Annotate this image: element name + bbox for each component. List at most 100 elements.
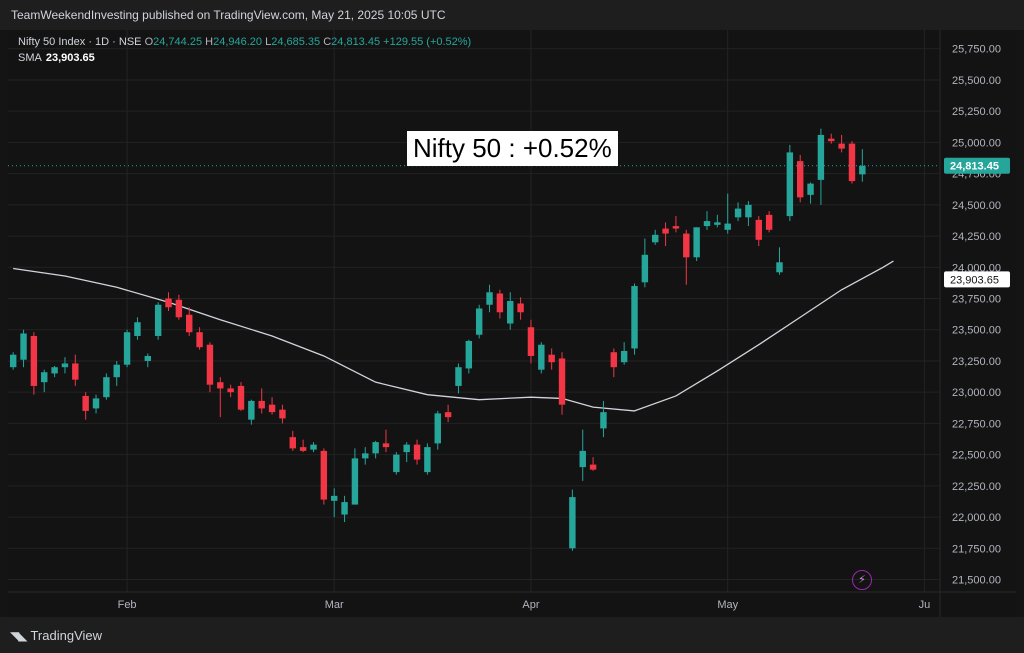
candle-body — [765, 214, 773, 230]
candle-body — [175, 299, 183, 318]
candle-body — [72, 363, 79, 380]
ohlc-legend: Nifty 50 Index · 1D · NSE O24,744.25 H 24… — [18, 36, 471, 48]
x-tick-label: Mar — [325, 599, 344, 611]
x-tick-label: Feb — [118, 599, 137, 611]
candle-body — [9, 354, 17, 368]
candle-body — [662, 228, 669, 234]
candle-body — [341, 502, 348, 515]
candle-body — [786, 152, 794, 217]
candle-body — [123, 332, 131, 365]
candle-body — [393, 454, 400, 473]
candle-body — [237, 385, 245, 410]
y-tick-label: 24,250.00 — [952, 231, 1001, 243]
candle-body — [186, 314, 193, 333]
candle-body — [434, 413, 441, 444]
candle-body — [351, 458, 359, 505]
close-value: 24,813.45 — [331, 36, 381, 48]
candle-body — [103, 377, 110, 398]
candle-body — [403, 444, 410, 453]
y-tick-label: 21,750.00 — [952, 543, 1001, 555]
x-tick-label: Ju — [919, 599, 931, 611]
sma-label: 23,903.65 — [950, 274, 999, 286]
candle-body — [51, 367, 58, 374]
candle-body — [20, 333, 27, 360]
candle-body — [527, 327, 535, 356]
y-tick-label: 23,500.00 — [952, 325, 1001, 337]
candle-body — [475, 308, 483, 335]
candle-body — [196, 332, 203, 348]
y-tick-label: 22,500.00 — [952, 450, 1001, 462]
chart-area[interactable] — [8, 30, 1016, 617]
candle-body — [548, 354, 555, 363]
candle-body — [714, 222, 721, 225]
symbol-name[interactable]: Nifty 50 Index · 1D · NSE — [18, 36, 142, 48]
candle-body — [248, 400, 255, 420]
candle-body — [776, 262, 783, 273]
sma-legend[interactable]: SMA 23,903.65 — [18, 52, 95, 64]
candle-body — [610, 352, 618, 368]
high-label: H — [205, 36, 214, 48]
sma-legend-value: 23,903.65 — [45, 52, 95, 64]
y-tick-label: 24,500.00 — [952, 200, 1001, 212]
candle-body — [382, 443, 390, 448]
y-tick-label: 22,750.00 — [952, 418, 1001, 430]
candle-body — [41, 372, 48, 383]
candle-body — [631, 286, 638, 349]
candle-body — [589, 464, 597, 470]
candle-body — [424, 447, 431, 473]
candle-body — [330, 495, 338, 501]
price-label: 24,813.45 — [950, 161, 999, 173]
y-tick-label: 21,500.00 — [952, 575, 1001, 587]
sma-label: SMA — [18, 52, 42, 64]
candle-body — [372, 442, 379, 454]
header-bar: TeamWeekendInvesting published on Tradin… — [0, 0, 1024, 30]
candle-body — [796, 161, 804, 198]
candle-body — [299, 447, 307, 451]
open-label: O — [144, 36, 154, 48]
candle-body — [227, 388, 234, 393]
candle-body — [724, 223, 731, 230]
candle-body — [289, 437, 296, 449]
footer-bar — [0, 617, 1024, 653]
y-tick-label: 25,250.00 — [952, 106, 1001, 118]
y-tick-label: 24,000.00 — [952, 262, 1001, 274]
x-tick-label: May — [717, 599, 738, 611]
candle-body — [413, 444, 421, 460]
y-tick-label: 22,000.00 — [952, 512, 1001, 524]
candle-body — [807, 183, 814, 195]
candle-body — [496, 293, 504, 313]
candle-body — [558, 358, 566, 405]
low-value: 24,685.35 — [271, 36, 321, 48]
candle-body — [859, 165, 866, 175]
candle-body — [517, 303, 524, 313]
candle-body — [538, 344, 545, 370]
candle-body — [362, 453, 369, 459]
candle-body — [569, 497, 576, 549]
candle-body — [507, 301, 514, 324]
candle-body — [444, 412, 452, 418]
candle-body — [828, 138, 835, 142]
candle-body — [703, 221, 711, 227]
y-tick-label: 25,500.00 — [952, 75, 1001, 87]
y-tick-label: 22,250.00 — [952, 481, 1001, 493]
flash-icon[interactable]: ⚡ — [852, 570, 872, 590]
x-tick-label: Apr — [522, 599, 539, 611]
tradingview-logo[interactable]: ◥◣ TradingView — [10, 628, 102, 643]
candle-body — [600, 412, 607, 429]
candle-body — [693, 227, 700, 258]
sma-line — [13, 260, 894, 412]
candle-body — [61, 363, 69, 368]
low-label: L — [265, 36, 272, 48]
candle-body — [465, 340, 473, 369]
candle-body — [620, 350, 628, 363]
tradingview-logo-icon: ◥◣ — [10, 628, 27, 643]
candle-body — [734, 208, 742, 218]
candle-body — [848, 143, 856, 182]
candle-body — [134, 322, 141, 336]
open-value: 24,744.25 — [153, 36, 203, 48]
candle-body — [217, 382, 224, 389]
candle-body — [745, 204, 752, 218]
y-tick-label: 23,750.00 — [952, 294, 1001, 306]
candle-body — [82, 395, 89, 411]
